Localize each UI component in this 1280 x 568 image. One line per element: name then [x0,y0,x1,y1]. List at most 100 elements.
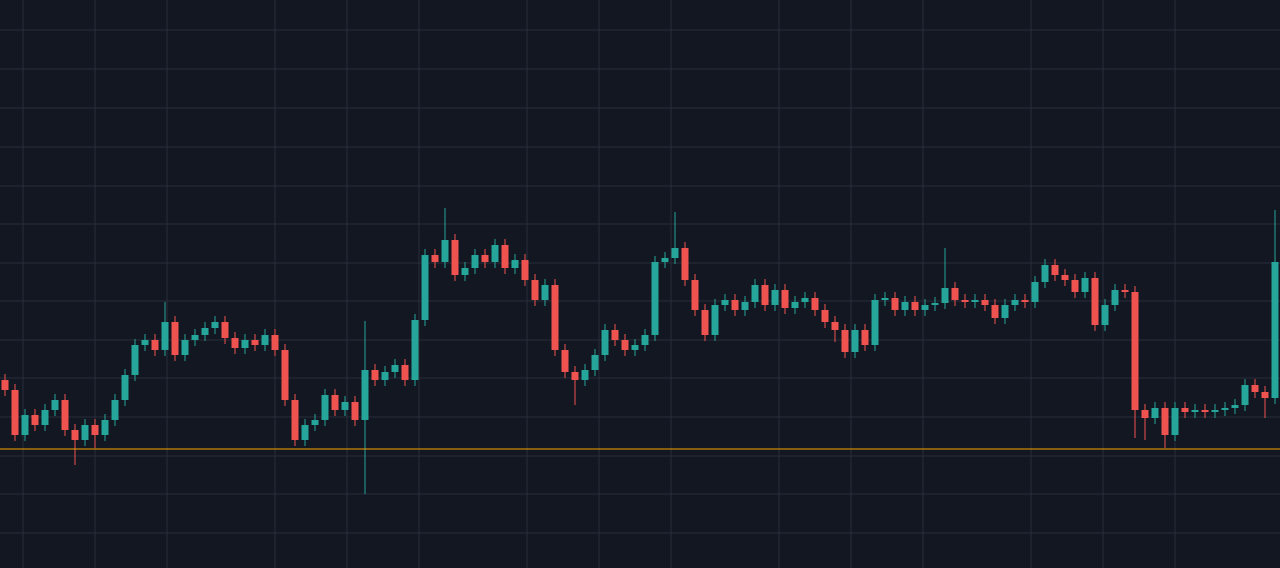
candle-body [961,300,969,302]
candle-body [411,320,419,380]
candle-body [1041,265,1049,282]
candle-body [701,310,709,335]
candle-body [421,255,429,320]
candle-body [351,402,359,420]
candle-body [1,380,9,390]
candle-body [11,390,19,435]
candle-body [1231,405,1239,408]
candle-body [291,400,299,440]
candle-body [301,425,309,440]
candle-body [1091,278,1099,325]
candle-body [1101,305,1109,325]
candle-body [331,395,339,410]
candle-body [361,370,369,420]
candle-body [481,255,489,262]
candle-body [21,415,29,435]
candle-body [721,300,729,305]
candle-body [1111,290,1119,305]
candle-body [131,345,139,375]
candle-body [861,330,869,345]
candle-body [281,350,289,400]
candle-body [231,338,239,348]
candle-body [1261,392,1269,398]
candle-body [711,305,719,335]
candle-body [1201,410,1209,412]
candle-body [761,285,769,305]
candle-body [1031,282,1039,302]
candle-body [141,340,149,345]
candle-body [201,328,209,335]
candle-body [1001,305,1009,318]
candle-body [371,370,379,380]
candle-body [1081,278,1089,292]
candle-body [81,425,89,440]
candle-body [531,280,539,300]
candle-body [521,260,529,280]
candle-body [931,303,939,305]
candle-body [1171,408,1179,435]
candle-body [951,288,959,300]
candle-body [111,400,119,420]
candle-body [691,280,699,310]
candle-body [51,400,59,410]
candle-body [61,400,69,430]
candle-body [221,322,229,338]
candle-body [341,402,349,410]
candle-body [1051,265,1059,275]
candle-body [601,330,609,355]
candle-body [661,258,669,262]
candle-body [501,245,509,268]
candle-body [241,340,249,348]
candle-body [311,420,319,425]
candle-body [791,302,799,308]
candle-body [981,300,989,305]
candle-body [1011,300,1019,305]
candle-body [31,415,39,425]
candle-body [1021,300,1029,302]
candle-body [191,335,199,340]
candle-body [1061,275,1069,280]
candle-body [771,290,779,305]
candle-body [171,322,179,355]
candle-body [1191,410,1199,412]
candle-body [581,370,589,380]
candle-body [561,350,569,372]
candle-body [651,262,659,335]
candle-body [841,330,849,352]
candle-body [611,330,619,340]
candle-body [971,300,979,302]
candle-body [161,322,169,350]
candle-body [1271,262,1279,398]
candle-body [261,335,269,345]
candle-body [1221,408,1229,410]
candle-body [391,365,399,372]
candle-body [641,335,649,345]
candle-body [1131,292,1139,410]
candle-body [871,300,879,345]
candle-body [891,298,899,310]
candle-body [471,255,479,268]
candle-body [901,302,909,310]
candle-body [71,430,79,440]
candle-body [91,425,99,435]
candle-body [1181,408,1189,412]
candle-body [321,395,329,420]
candle-body [1211,410,1219,412]
candle-body [991,305,999,318]
candle-body [751,285,759,302]
candle-body [591,355,599,370]
candle-body [741,302,749,310]
candle-body [1071,280,1079,292]
candle-body [881,298,889,300]
candle-body [681,248,689,280]
candle-body [441,240,449,262]
candle-body [941,288,949,303]
candle-body [911,302,919,310]
candle-body [821,310,829,322]
candle-body [811,298,819,310]
candle-body [781,290,789,308]
candle-body [1151,408,1159,418]
candle-body [41,410,49,425]
